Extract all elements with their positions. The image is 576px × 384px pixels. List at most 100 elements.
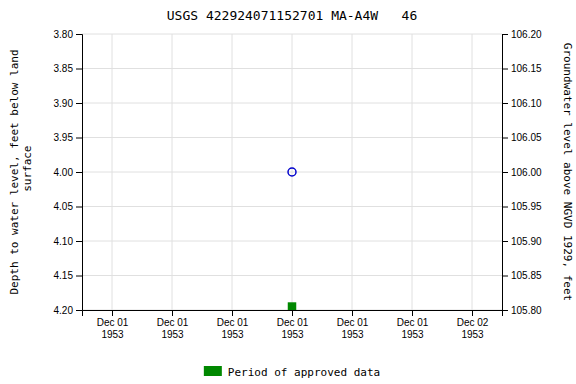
- tick-label: 106.10: [511, 98, 542, 109]
- tick-mark: [76, 241, 82, 242]
- tick-mark: [76, 69, 82, 70]
- tick-label: 3.80: [54, 29, 74, 40]
- axis-line: [76, 35, 83, 311]
- tick-mark: [502, 207, 508, 208]
- tick: Dec 011953: [397, 310, 429, 340]
- tick-mark: [76, 310, 82, 311]
- tick: 105.95: [502, 201, 542, 212]
- grid-line-y: [82, 103, 502, 104]
- tick-label: Dec 011953: [217, 317, 249, 340]
- tick-label: Dec 011953: [277, 317, 309, 340]
- grid-line-y: [82, 34, 502, 35]
- grid-line-y: [82, 137, 502, 138]
- axis-line: [83, 311, 503, 317]
- legend-label: Period of approved data: [228, 366, 380, 379]
- tick: 106.20: [502, 29, 542, 40]
- tick: Dec 011953: [157, 310, 189, 340]
- tick: Dec 021953: [457, 310, 489, 340]
- axis-line: [503, 35, 509, 311]
- tick-label: 4.05: [54, 201, 74, 212]
- tick: 4.10: [54, 236, 82, 247]
- tick-mark: [502, 34, 508, 35]
- tick-mark: [502, 276, 508, 277]
- tick: 4.20: [54, 305, 82, 316]
- tick-mark: [76, 207, 82, 208]
- y-axis-label: Depth to water level, feet below land su…: [8, 49, 34, 294]
- tick-label: 3.95: [54, 132, 74, 143]
- y2-axis: 105.80 105.85 105.90 105.95 106.00 106.05 106.…: [502, 29, 542, 316]
- tick-label: 4.00: [54, 167, 74, 178]
- tick: 3.95: [54, 132, 82, 143]
- tick-label: 4.15: [54, 270, 74, 281]
- tick-mark: [502, 69, 508, 70]
- tick: 106.00: [502, 167, 542, 178]
- series: [288, 168, 296, 176]
- tick: 3.85: [54, 63, 82, 74]
- tick: 105.90: [502, 236, 542, 247]
- tick-mark: [472, 310, 473, 316]
- y2-axis-label-line: Groundwater level above NGVD 1929, feet: [561, 43, 574, 301]
- tick-label-line: 1953: [161, 329, 184, 340]
- tick: 106.05: [502, 132, 542, 143]
- grid: [82, 34, 502, 310]
- tick: 106.15: [502, 63, 542, 74]
- tick: Dec 011953: [217, 310, 249, 340]
- grid-line-y: [82, 172, 502, 173]
- tick: 3.80: [54, 29, 82, 40]
- tick-label-line: Dec 01: [97, 317, 129, 328]
- plot: Dec 011953Dec 011953Dec 011953Dec 011953…: [54, 29, 542, 340]
- tick: 105.80: [502, 305, 542, 316]
- tick-label: 105.95: [511, 201, 542, 212]
- tick-label: Dec 011953: [397, 317, 429, 340]
- tick: 105.85: [502, 270, 542, 281]
- tick: 4.15: [54, 270, 82, 281]
- tick-label: 4.20: [54, 305, 74, 316]
- tick-mark: [232, 310, 233, 316]
- tick-mark: [502, 310, 508, 311]
- grid-line-y: [82, 206, 502, 207]
- chart: Dec 011953Dec 011953Dec 011953Dec 011953…: [0, 0, 576, 384]
- tick-label: 106.05: [511, 132, 542, 143]
- tick-mark: [172, 310, 173, 316]
- tick-label-line: 1953: [401, 329, 424, 340]
- title: USGS 422924071152701 MA-A4W 46: [167, 8, 417, 23]
- tick-label-line: 1953: [281, 329, 304, 340]
- tick: 4.00: [54, 167, 82, 178]
- tick-label-line: 1953: [341, 329, 364, 340]
- tick-label: 106.00: [511, 167, 542, 178]
- tick-label: Dec 011953: [337, 317, 369, 340]
- tick-label-line: 1953: [221, 329, 244, 340]
- tick-mark: [502, 103, 508, 104]
- legend-swatch: [204, 366, 222, 376]
- point: [288, 168, 296, 176]
- tick-label: 4.10: [54, 236, 74, 247]
- grid-line-y: [82, 241, 502, 242]
- tick-mark: [502, 138, 508, 139]
- series: [289, 303, 296, 310]
- tick-label: Dec 011953: [97, 317, 129, 340]
- tick-label: 106.20: [511, 29, 542, 40]
- tick-label-line: Dec 01: [157, 317, 189, 328]
- tick-label: 3.90: [54, 98, 74, 109]
- x-axis: Dec 011953Dec 011953Dec 011953Dec 011953…: [83, 310, 503, 340]
- marks: [288, 168, 296, 310]
- tick-label: Dec 011953: [157, 317, 189, 340]
- tick-mark: [112, 310, 113, 316]
- tick-mark: [76, 172, 82, 173]
- tick: Dec 011953: [277, 310, 309, 340]
- point: [289, 303, 296, 310]
- y-axis: 3.80 3.85 3.90 3.95 4.00 4.05 4.10 4.15 4.20: [54, 29, 83, 316]
- tick: Dec 011953: [337, 310, 369, 340]
- tick-mark: [352, 310, 353, 316]
- tick-label: 106.15: [511, 63, 542, 74]
- tick-label-line: Dec 01: [277, 317, 309, 328]
- y-axis-label-line: Depth to water level, feet below land: [8, 49, 21, 294]
- tick-mark: [502, 241, 508, 242]
- tick-label-line: Dec 01: [337, 317, 369, 328]
- tick-label-line: Dec 01: [217, 317, 249, 328]
- tick-label: Dec 021953: [457, 317, 489, 340]
- tick-label-line: Dec 02: [457, 317, 489, 328]
- legend: Period of approved data: [204, 366, 380, 379]
- tick-mark: [412, 310, 413, 316]
- tick-label: 3.85: [54, 63, 74, 74]
